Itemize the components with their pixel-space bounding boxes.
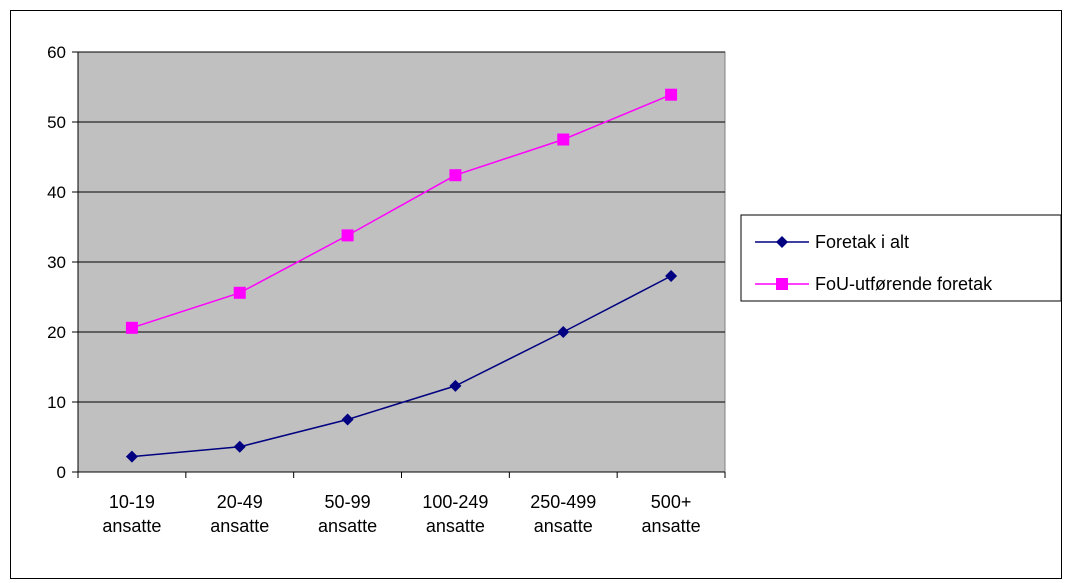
data-point-square [557,133,570,146]
y-tick-label: 10 [47,393,66,412]
data-point-square [776,278,788,290]
data-point-square [665,88,678,101]
x-tick-label-line: 10-19 [109,492,155,512]
x-tick-label: 50-99 ansatte [318,492,377,536]
series-layer [125,88,678,463]
y-tick-label: 50 [47,113,66,132]
x-tick-label-line: ansatte [534,516,593,536]
data-point-diamond [776,236,788,248]
series-1 [125,270,678,463]
legend: Foretak i alt FoU-utførende foretak [740,214,1062,302]
data-point-diamond [125,450,138,463]
x-tick-label: 500+ ansatte [642,492,701,536]
data-point-diamond [557,326,570,338]
legend-item: Foretak i alt [755,232,909,252]
y-tick-label: 20 [47,323,66,342]
legend-label: Foretak i alt [815,232,909,252]
series-line [131,275,672,458]
x-tick-label-line: ansatte [318,516,377,536]
y-tick-label: 40 [47,183,66,202]
x-tick-label-line: ansatte [102,516,161,536]
x-tick-label: 10-19 ansatte [102,492,161,536]
series-line [131,94,672,329]
axes [77,52,726,478]
x-tick-label: 20-49 ansatte [210,492,269,536]
y-tick-label: 30 [47,253,66,272]
series-2 [125,88,678,334]
data-point-square [341,229,354,242]
y-axis-tick-labels: 0 10 20 30 40 50 60 [47,43,66,482]
data-point-diamond [665,270,678,282]
legend-box [740,214,1062,302]
x-tick-label-line: 20-49 [217,492,263,512]
data-point-diamond [341,413,354,426]
legend-label: FoU-utførende foretak [815,274,993,294]
y-tick-label: 0 [57,463,66,482]
data-point-square [233,286,246,299]
x-tick-label-line: ansatte [642,516,701,536]
data-point-diamond [233,440,246,453]
x-tick-label-line: ansatte [210,516,269,536]
x-tick-label: 250-499 ansatte [530,492,596,536]
y-tick-label: 60 [47,43,66,62]
data-point-diamond [449,379,462,392]
data-point-square [125,321,138,334]
x-tick-label-line: 500+ [651,492,692,512]
x-tick-label-line: 100-249 [422,492,488,512]
x-tick-label-line: 250-499 [530,492,596,512]
x-tick-label-line: ansatte [426,516,485,536]
legend-item: FoU-utførende foretak [755,274,993,294]
data-point-square [449,169,462,182]
x-tick-label-line: 50-99 [325,492,371,512]
x-tick-label: 100-249 ansatte [422,492,488,536]
